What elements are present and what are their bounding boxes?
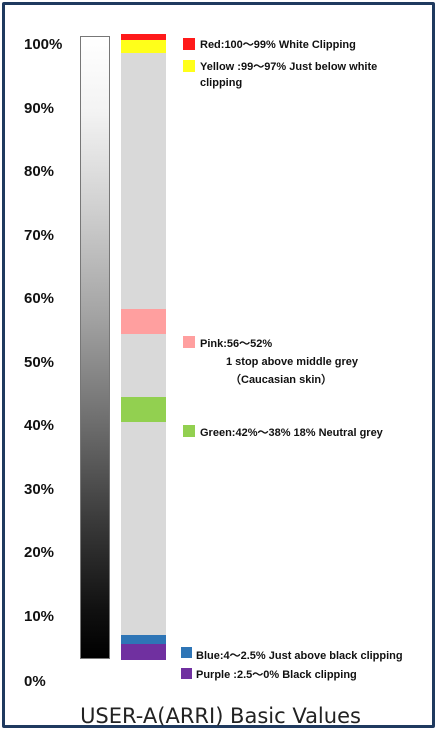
axis-label-40: 40%: [24, 417, 55, 434]
axis-label-0: 0%: [24, 673, 46, 690]
axis-label-80: 80%: [24, 163, 55, 180]
axis-label-60: 60%: [24, 290, 55, 307]
false-color-strip: [121, 34, 166, 660]
band-yellow: [121, 40, 166, 53]
purple-swatch: [181, 668, 192, 679]
band-blue: [121, 634, 166, 645]
blue-swatch: [181, 647, 192, 658]
legend-pink-line2: 1 stop above middle grey: [226, 356, 359, 368]
diagram-caption: USER-A(ARRI) Basic Values: [80, 704, 361, 728]
legend-yellow-line1: Yellow :99〜97% Just below white: [200, 61, 378, 73]
legend-pink-line3: （Caucasian skin）: [230, 374, 333, 386]
band-green: [121, 397, 166, 423]
legend-pink-line1: Pink:56〜52%: [200, 338, 273, 350]
green-swatch: [183, 425, 195, 437]
axis-label-50: 50%: [24, 354, 55, 371]
axis-label-20: 20%: [24, 544, 55, 561]
axis-label-100: 100%: [24, 36, 63, 53]
band-red: [121, 34, 166, 41]
legend-blue: Blue:4〜2.5% Just above black clipping: [196, 650, 403, 662]
axis-label-10: 10%: [24, 608, 55, 625]
legend-yellow-line2: clipping: [200, 77, 243, 89]
axis-label-90: 90%: [24, 100, 55, 117]
band-purple: [121, 644, 166, 660]
pink-swatch: [183, 336, 195, 348]
legend-purple: Purple :2.5〜0% Black clipping: [196, 669, 357, 681]
grayscale-gradient-bar: [80, 36, 110, 659]
legend-red: Red:100〜99% White Clipping: [200, 39, 356, 51]
diagram-frame: [2, 2, 435, 728]
yellow-swatch: [183, 60, 195, 72]
axis-label-30: 30%: [24, 481, 55, 498]
band-pink: [121, 309, 166, 335]
axis-label-70: 70%: [24, 227, 55, 244]
red-swatch: [183, 38, 195, 50]
legend-green: Green:42%〜38% 18% Neutral grey: [200, 427, 383, 439]
